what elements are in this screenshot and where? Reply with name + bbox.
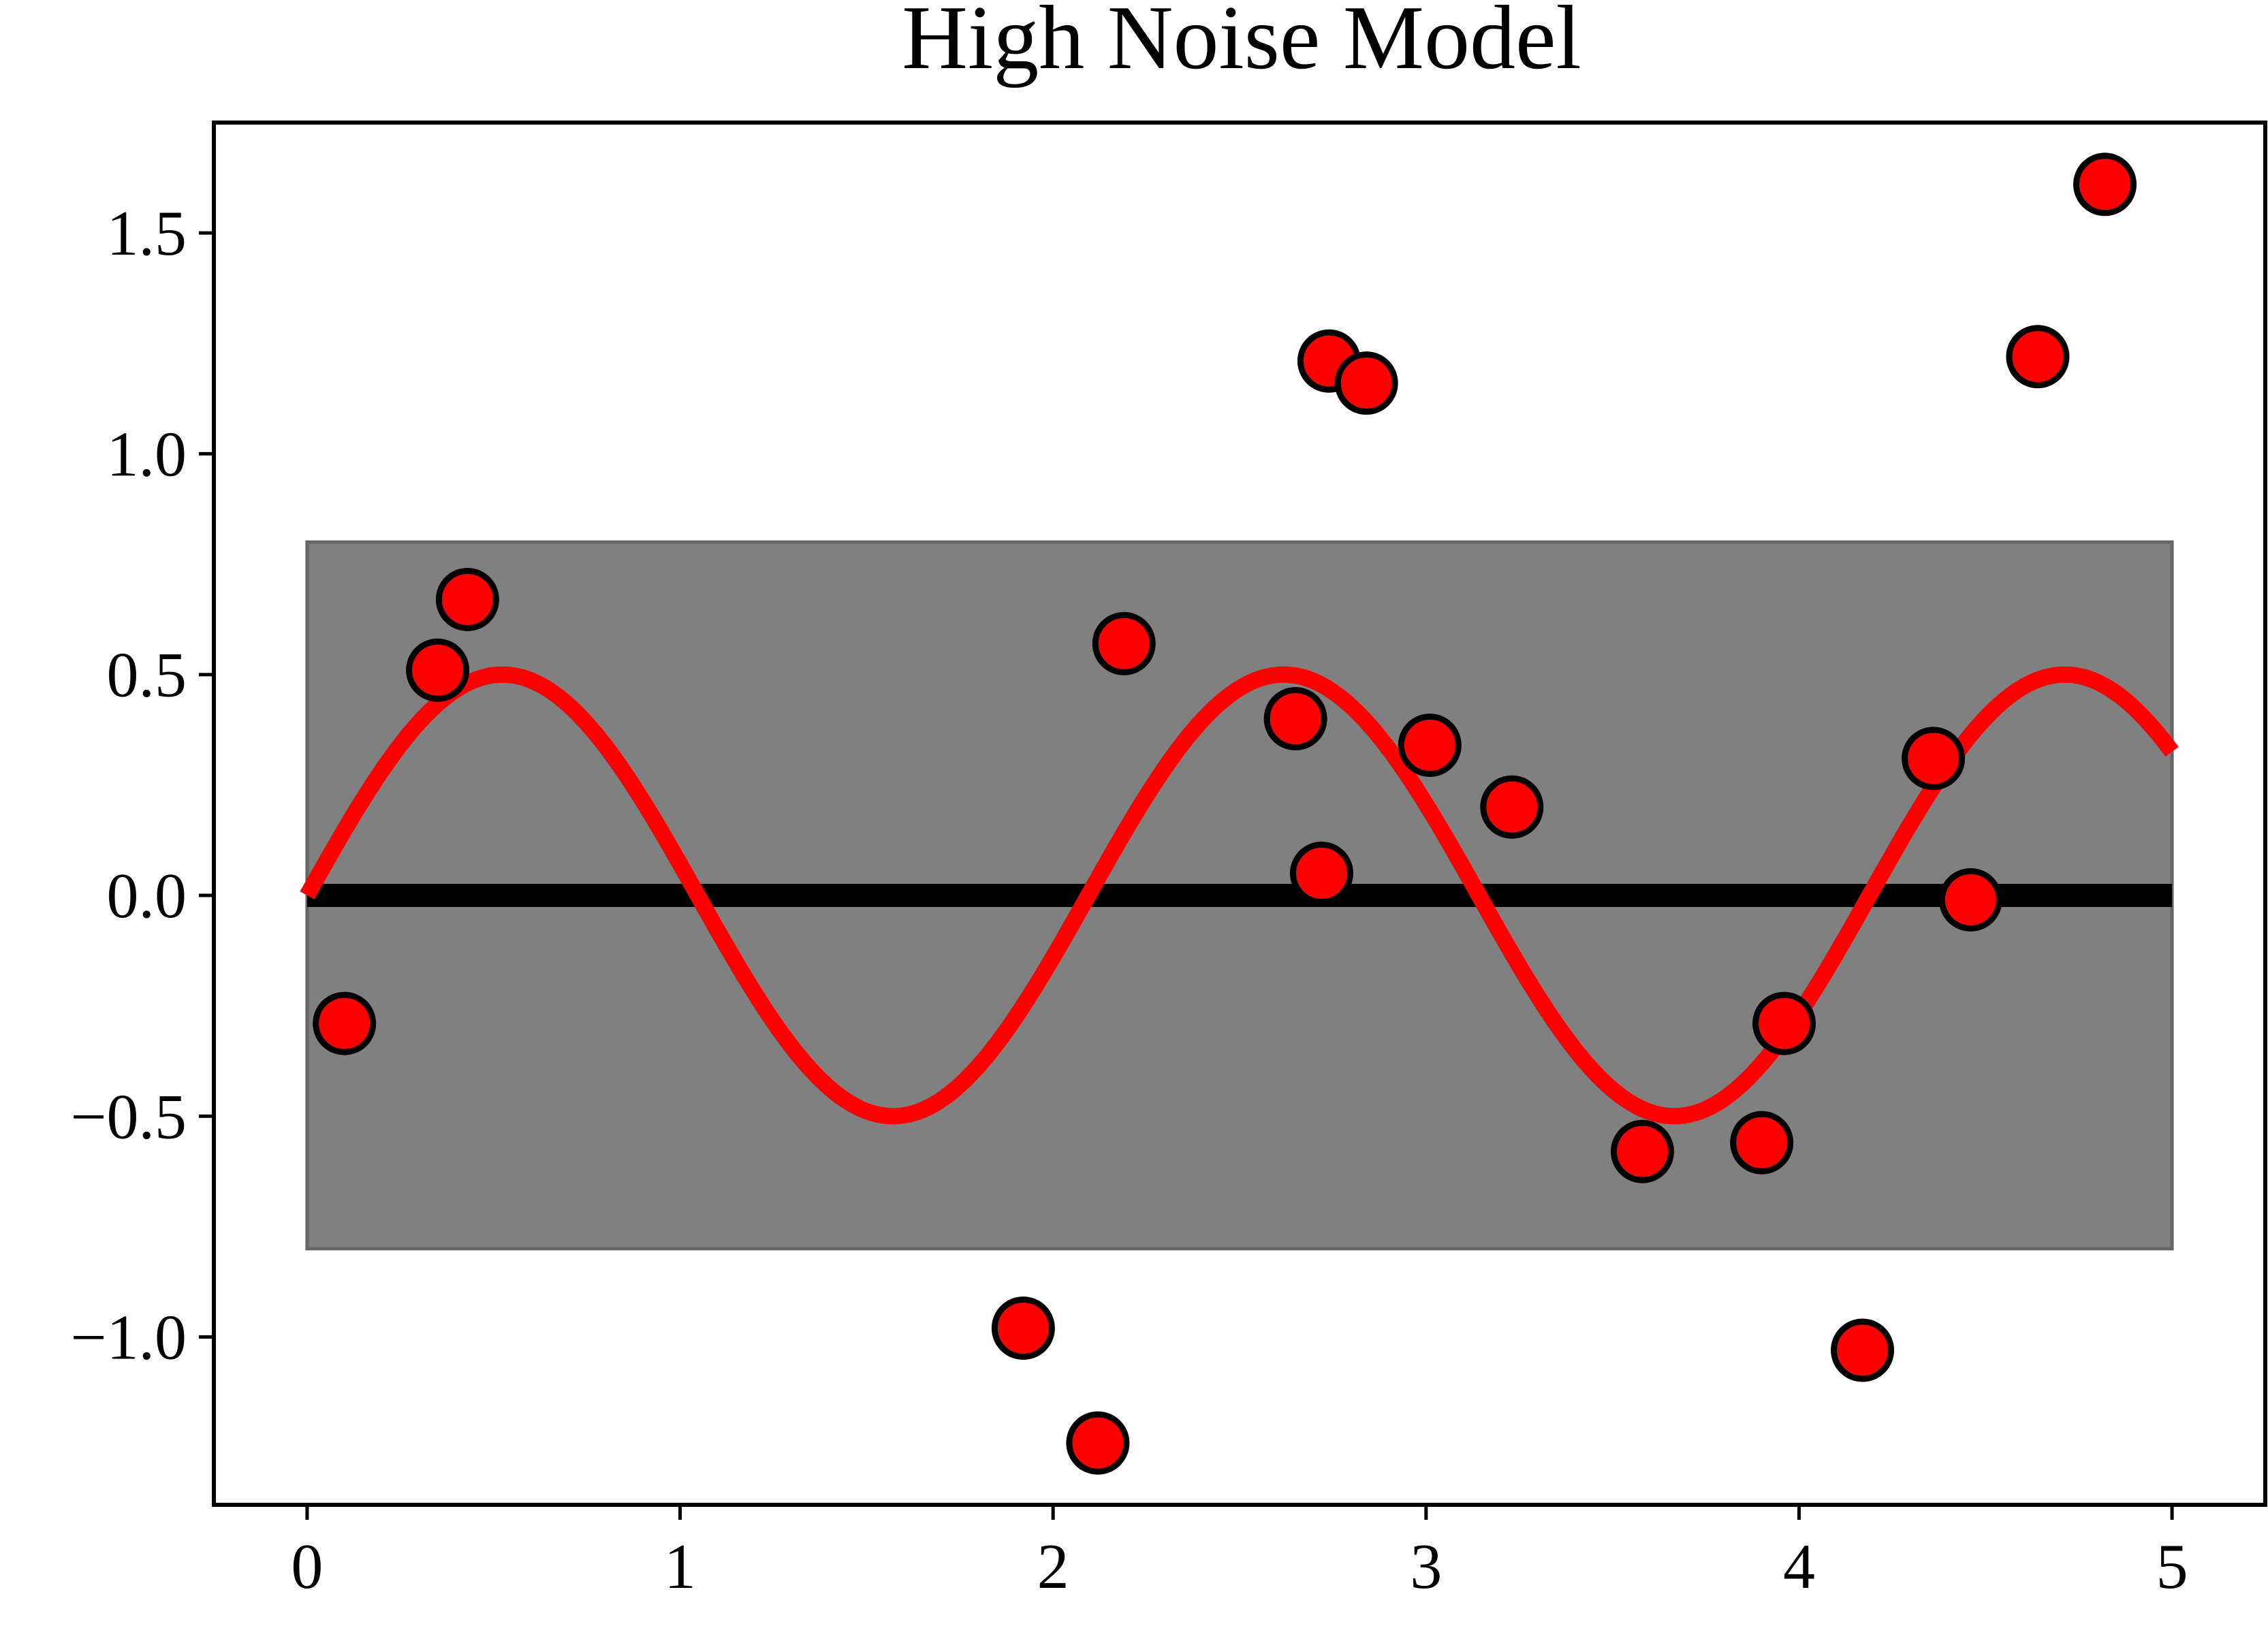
x-tick-label: 3 [1410, 1531, 1442, 1602]
data-point [1752, 991, 1816, 1055]
data-point [2006, 325, 2070, 389]
data-point [1902, 727, 1966, 791]
data-point [1610, 1119, 1674, 1183]
data-point [2073, 153, 2137, 217]
data-point [1289, 842, 1353, 906]
x-axis: 0 1 2 3 4 5 [291, 1505, 2188, 1602]
data-point [1066, 1411, 1130, 1475]
y-tick-label: 1.5 [107, 198, 187, 269]
x-tick-label: 4 [1783, 1531, 1815, 1602]
y-tick-label: 0.0 [107, 861, 187, 931]
data-point [1730, 1111, 1794, 1175]
y-tick-label: −0.5 [70, 1081, 187, 1152]
data-point [991, 1296, 1055, 1360]
curve-layer [300, 666, 2179, 1125]
y-axis: −1.0 −0.5 0.0 0.5 1.0 1.5 [70, 198, 214, 1373]
model-curve [300, 666, 2179, 1125]
chart-title: High Noise Model [902, 0, 1581, 88]
y-tick-label: −1.0 [70, 1303, 187, 1373]
y-tick-label: 1.0 [107, 419, 187, 490]
y-tick-label: 0.5 [107, 640, 187, 711]
plot-frame [212, 121, 2267, 1507]
x-tick-label: 5 [2156, 1531, 2188, 1602]
data-point [313, 991, 377, 1055]
data-point [406, 638, 470, 702]
data-point [1092, 611, 1156, 675]
x-tick-label: 0 [291, 1531, 323, 1602]
data-point [1263, 687, 1327, 751]
points-layer [313, 153, 2137, 1475]
data-point [1480, 775, 1544, 839]
data-point [1398, 713, 1462, 777]
data-point [1831, 1318, 1895, 1382]
x-tick-label: 2 [1037, 1531, 1069, 1602]
data-point [1938, 867, 2002, 931]
x-tick-label: 1 [664, 1531, 696, 1602]
data-point [435, 567, 499, 631]
data-point [1334, 351, 1398, 415]
